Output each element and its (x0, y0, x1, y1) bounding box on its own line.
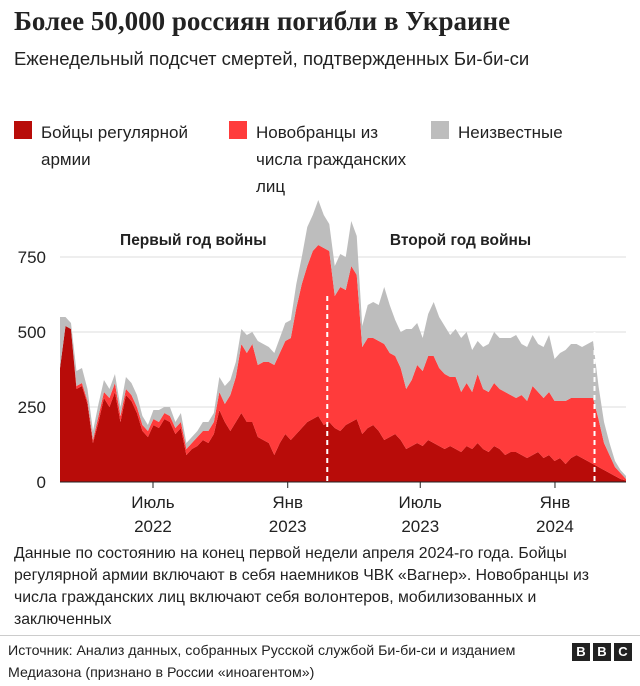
x-tick-year-3: 2024 (536, 517, 574, 536)
x-tick-year-0: 2022 (134, 517, 172, 536)
bbc-logo-letter-2: B (593, 643, 611, 661)
area-series-2 (60, 200, 626, 479)
bbc-logo-letter-3: C (614, 643, 632, 661)
y-tick-label-750: 750 (18, 248, 46, 267)
bbc-logo-letter-1: B (572, 643, 590, 661)
x-tick-label-2: Июль (399, 493, 443, 512)
chart-title: Более 50,000 россиян погибли в Украине (14, 6, 511, 36)
legend-swatch-civilian-recruits (229, 121, 247, 139)
source-note: Источник: Анализ данных, собранных Русск… (8, 643, 516, 681)
legend-swatch-regular-army (14, 121, 32, 139)
x-tick-label-3: Янв (540, 493, 571, 512)
x-tick-year-2: 2023 (401, 517, 439, 536)
stacked-areas (60, 200, 626, 482)
footnote: Данные по состоянию на конец первой неде… (14, 545, 590, 628)
area-series-0 (60, 326, 626, 482)
axes: 0 250 500 750 Июль 2022 Янв 2023 Июль 2023 Янв 2024 (18, 248, 626, 536)
x-tick-year-1: 2023 (269, 517, 307, 536)
y-tick-label-0: 0 (37, 473, 46, 492)
annotation-0: Первый год войны (120, 232, 266, 249)
legend-label-regular-army: Бойцы регулярной армии (41, 123, 188, 169)
legend-label-civilian-recruits: Новобранцы из числа гражданских лиц (256, 123, 407, 196)
x-tick-label-0: Июль (131, 493, 175, 512)
area-series-1 (60, 245, 626, 481)
y-tick-label-250: 250 (18, 398, 46, 417)
footer-divider (0, 635, 640, 636)
legend-swatch-unknown (431, 121, 449, 139)
annotations: Первый год войны Второй год войны (120, 232, 531, 249)
x-tick-label-1: Янв (272, 493, 303, 512)
legend-label-unknown: Неизвестные (458, 123, 563, 142)
chart-subtitle: Еженедельный подсчет смертей, подтвержде… (14, 48, 530, 69)
annotation-1: Второй год войны (390, 232, 531, 249)
chart-plot: 0 250 500 750 Июль 2022 Янв 2023 Июль 2023 Янв 2024… (18, 200, 626, 536)
legend: Бойцы регулярной армии Новобранцы из чис… (14, 119, 634, 196)
y-tick-label-500: 500 (18, 323, 46, 342)
year-markers (326, 296, 596, 482)
